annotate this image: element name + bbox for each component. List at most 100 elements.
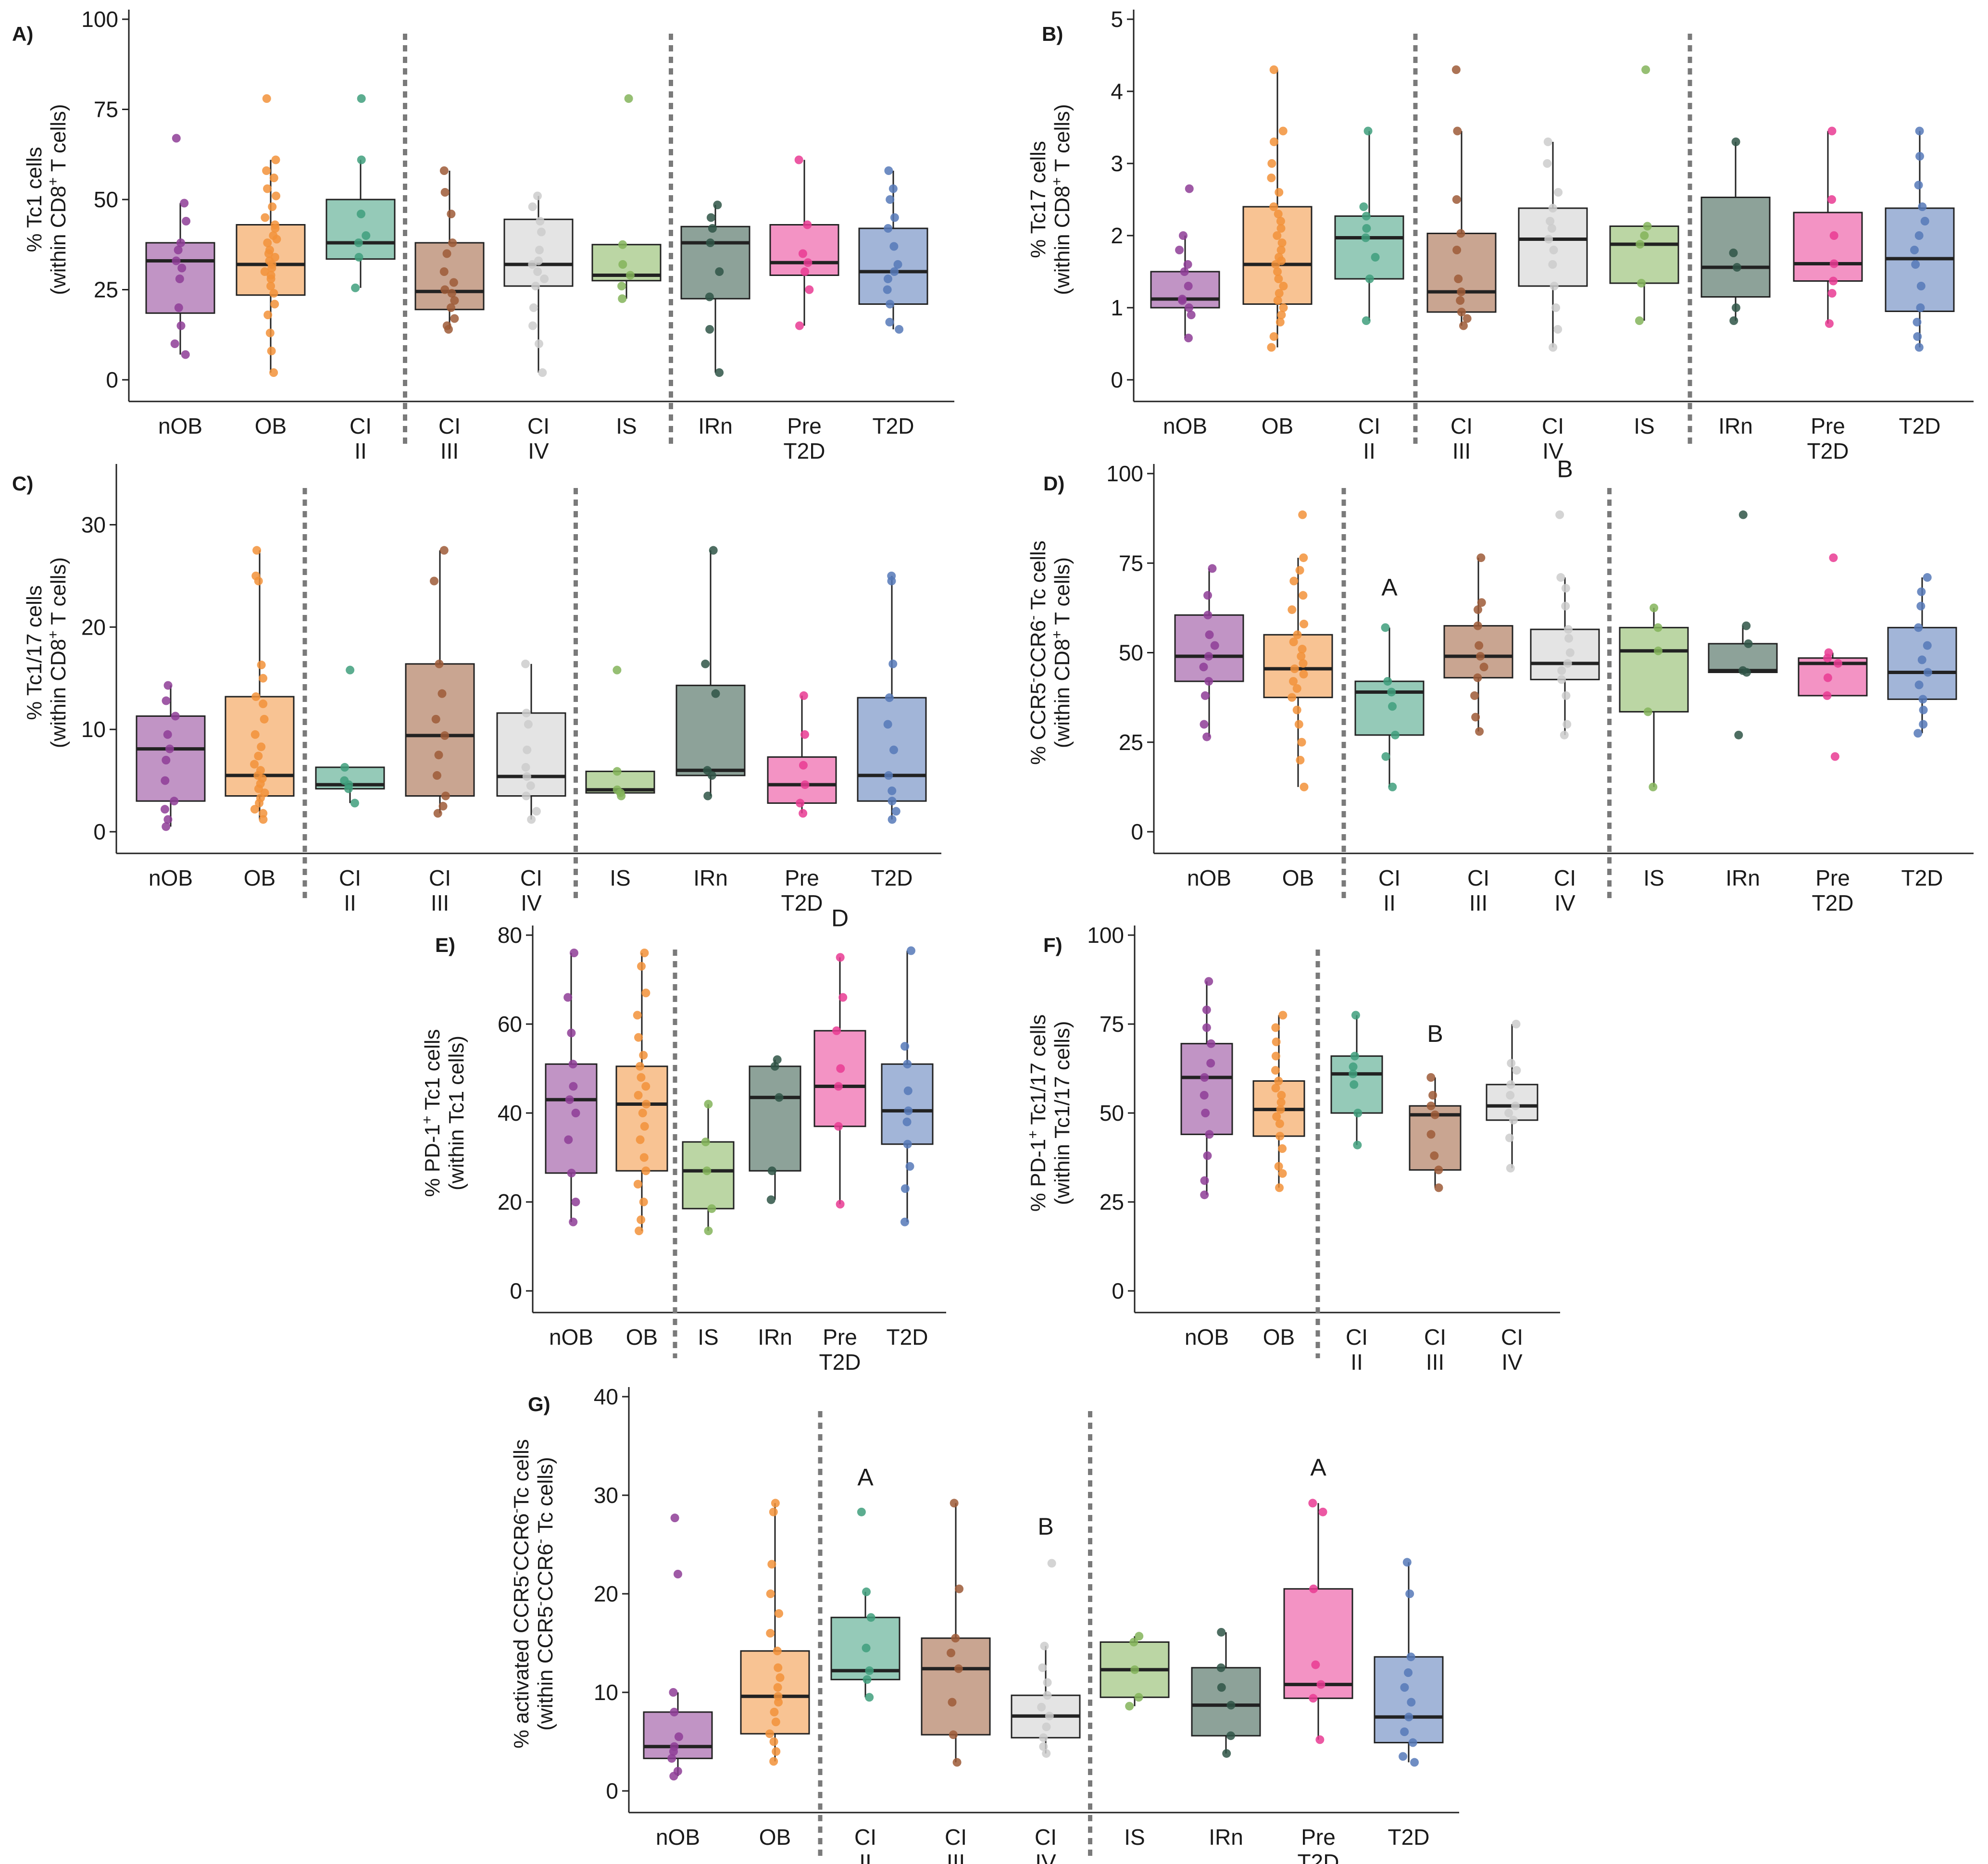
data-point [1911,260,1920,269]
data-point [1554,188,1563,197]
box-ob: OB [1263,510,1333,890]
y-tick-label: 4 [1111,79,1123,104]
data-point [633,1011,642,1020]
box-ob: OB [740,1499,810,1850]
data-point [1824,648,1833,657]
data-point [1381,623,1390,632]
data-point [1428,1091,1438,1100]
data-point [1184,282,1193,290]
category-label: OB [244,865,275,890]
data-point [800,780,810,789]
category-label: IV [1035,1850,1056,1864]
data-point [182,217,191,225]
data-point [1742,621,1751,630]
category-label: nOB [1187,865,1231,890]
data-point [1452,195,1461,204]
data-point [1916,601,1925,611]
data-point [269,231,278,240]
data-point [885,693,894,702]
data-point [526,781,535,790]
data-point [522,791,531,801]
data-point [1548,260,1557,269]
data-point [624,94,633,103]
y-tick-label: 50 [1100,1101,1124,1126]
category-label: IS [610,865,630,890]
data-point [270,220,279,229]
data-point [670,1514,679,1523]
category-label: T2D [1901,865,1943,890]
data-point [450,314,459,323]
data-point [890,267,899,276]
data-point [1456,296,1465,305]
data-point [1563,720,1572,729]
data-point [1226,1701,1236,1710]
y-tick-label: 0 [106,367,118,392]
data-point [1175,246,1184,254]
category-label: III [1469,890,1488,915]
category-label: nOB [656,1825,700,1850]
data-point [1277,238,1287,247]
iqr-box [881,1063,934,1145]
box-ob: OB [236,94,306,438]
data-point [1300,619,1309,628]
data-point [270,253,279,262]
data-point [891,807,900,816]
data-point [1643,222,1652,231]
data-point [260,714,269,724]
data-point [1506,1163,1515,1173]
data-point [1178,231,1188,240]
data-point [637,1073,646,1082]
data-point [704,1100,713,1109]
data-point [635,1226,644,1236]
data-point [257,661,266,670]
data-point [535,246,544,254]
category-label: II [1350,1350,1363,1375]
data-point [1039,1742,1048,1751]
data-point [766,1589,775,1598]
significance-letter: B [1427,1020,1443,1047]
data-point [1738,510,1748,519]
category-label: Pre [1811,413,1845,438]
data-point [1388,782,1397,791]
data-point [1184,334,1193,342]
data-point [1827,126,1837,136]
iqr-box [813,1030,866,1127]
data-point [564,1135,573,1144]
data-point [1362,224,1371,233]
data-point [1507,1059,1516,1068]
category-label: OB [759,1825,791,1850]
iqr-box [136,715,206,802]
data-point [1829,276,1838,286]
y-tick-label: 1 [1111,295,1123,320]
data-point [1388,702,1397,711]
data-point [533,191,542,200]
panel-label: E) [435,934,455,956]
data-point [799,809,808,818]
data-point [1276,217,1285,225]
data-point [1204,651,1213,661]
data-point [771,1717,780,1726]
data-point [1474,605,1483,614]
data-point [836,953,845,962]
data-point [1553,325,1563,334]
y-tick-label: 0 [1112,1278,1124,1303]
data-point [1383,677,1392,686]
data-point [617,282,626,290]
y-tick-label: 75 [94,97,118,122]
data-point [900,1217,909,1226]
data-point [766,1629,775,1638]
data-point [357,94,366,103]
data-point [1400,1683,1409,1692]
data-point [902,1117,912,1126]
data-point [1918,202,1927,211]
data-point [641,1082,650,1091]
data-point [1350,1080,1359,1089]
data-point [357,155,366,164]
category-label: IV [1542,438,1563,463]
category-label: T2D [1899,413,1941,438]
data-point [1561,584,1570,593]
